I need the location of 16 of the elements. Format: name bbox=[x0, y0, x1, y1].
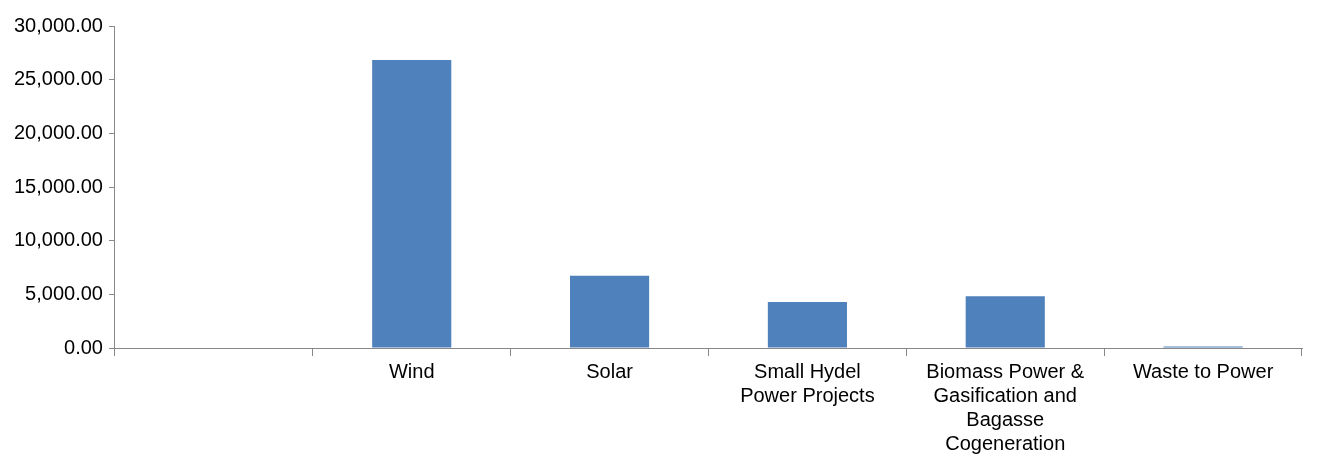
bar bbox=[965, 296, 1045, 348]
y-tick-label: 15,000.00 bbox=[13, 174, 103, 197]
x-tick-label: Waste to Power bbox=[1132, 359, 1274, 382]
x-tick-label: Biomass Power & Gasification and Bagasse Cogeneration bbox=[926, 359, 1085, 454]
y-tick-label: 20,000.00 bbox=[13, 120, 103, 143]
x-tick-label: Small Hydel Power Projects bbox=[740, 359, 875, 406]
y-tick-label: 0.00 bbox=[64, 335, 103, 358]
bar bbox=[767, 301, 847, 348]
y-tick-label: 10,000.00 bbox=[13, 228, 103, 251]
x-tick-label: Solar bbox=[586, 359, 634, 382]
y-tick-label: 30,000.00 bbox=[13, 13, 103, 36]
bar bbox=[372, 60, 452, 348]
y-tick-label: 25,000.00 bbox=[13, 67, 103, 90]
x-tick-label: Wind bbox=[388, 359, 435, 382]
y-tick-label: 5,000.00 bbox=[25, 281, 103, 304]
bar bbox=[570, 275, 650, 348]
